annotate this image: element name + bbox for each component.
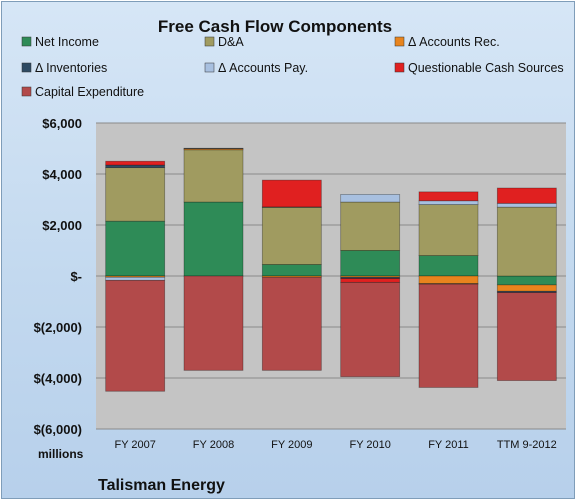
bar-d-a-fy-2011 bbox=[418, 204, 479, 257]
bar-capital-expenditure-ttm-9-2012 bbox=[496, 292, 557, 381]
bar-net-income-ttm-9-2012 bbox=[496, 275, 557, 286]
x-axis-ticks: FY 2007 FY 2008 FY 2009 FY 2010 FY 2011 TTM 9… bbox=[114, 439, 556, 451]
legend: Net Income D&A Δ Accounts Rec. Δ Inventorie… bbox=[21, 35, 564, 99]
bar-inventories-fy-2008 bbox=[183, 147, 244, 150]
y-tick-label: $(4,000) bbox=[34, 371, 82, 386]
bar-d-a-fy-2007 bbox=[105, 167, 166, 222]
bar-inventories-fy-2009 bbox=[261, 206, 322, 208]
bar-capital-expenditure-fy-2010 bbox=[340, 281, 401, 378]
legend-swatch-net-income bbox=[21, 36, 32, 47]
legend-swatch-d-a bbox=[204, 36, 215, 47]
bar-net-income-fy-2010 bbox=[340, 250, 401, 277]
chart-title: Free Cash Flow Components bbox=[158, 17, 392, 36]
x-tick-label: FY 2011 bbox=[428, 439, 469, 451]
y-tick-label: $2,000 bbox=[42, 218, 82, 233]
y-tick-label: $4,000 bbox=[42, 167, 82, 182]
bar-d-a-fy-2010 bbox=[340, 201, 401, 251]
y-tick-label: $- bbox=[70, 269, 82, 284]
legend-label-capital-expenditure: Capital Expenditure bbox=[35, 85, 144, 99]
bar-accounts-pay-ttm-9-2012 bbox=[496, 202, 557, 208]
y-axis-ticks: $6,000 $4,000 $2,000 $- $(2,000) $(4,000) $(6,… bbox=[34, 116, 82, 437]
bar-questionable-cash-sources-fy-2011 bbox=[418, 191, 479, 202]
bars bbox=[105, 147, 557, 392]
bar-accounts-pay-fy-2007 bbox=[105, 276, 166, 281]
bar-questionable-cash-sources-ttm-9-2012 bbox=[496, 187, 557, 204]
bar-net-income-fy-2011 bbox=[418, 255, 479, 277]
legend-label-accounts-rec: Δ Accounts Rec. bbox=[408, 35, 500, 49]
bar-net-income-fy-2008 bbox=[183, 201, 244, 277]
legend-label-inventories: Δ Inventories bbox=[35, 61, 107, 75]
bar-d-a-fy-2008 bbox=[183, 149, 244, 203]
bar-questionable-cash-sources-fy-2009 bbox=[261, 179, 322, 208]
legend-label-accounts-pay: Δ Accounts Pay. bbox=[218, 61, 308, 75]
legend-label-d-a: D&A bbox=[218, 35, 244, 49]
x-tick-label: FY 2010 bbox=[349, 439, 390, 451]
x-tick-label: FY 2007 bbox=[114, 439, 155, 451]
bar-accounts-rec-fy-2011 bbox=[418, 275, 479, 285]
legend-label-questionable-cash-sources: Questionable Cash Sources bbox=[408, 61, 564, 75]
y-tick-label: $6,000 bbox=[42, 116, 82, 131]
bar-inventories-ttm-9-2012 bbox=[496, 290, 557, 293]
y-unit-label: millions bbox=[38, 447, 84, 461]
legend-swatch-questionable-cash-sources bbox=[394, 62, 405, 73]
bar-capital-expenditure-fy-2009 bbox=[261, 276, 322, 371]
bar-capital-expenditure-fy-2008 bbox=[183, 275, 244, 371]
x-tick-label: TTM 9-2012 bbox=[497, 439, 557, 451]
bar-accounts-rec-ttm-9-2012 bbox=[496, 284, 557, 292]
legend-swatch-accounts-rec bbox=[394, 36, 405, 47]
y-tick-label: $(6,000) bbox=[34, 422, 82, 437]
x-tick-label: FY 2008 bbox=[193, 439, 234, 451]
company-name: Talisman Energy bbox=[98, 477, 225, 494]
legend-swatch-inventories bbox=[21, 62, 32, 73]
gridlines bbox=[96, 122, 566, 430]
bar-questionable-cash-sources-fy-2010 bbox=[340, 278, 401, 283]
legend-label-net-income: Net Income bbox=[35, 35, 99, 49]
bar-net-income-fy-2007 bbox=[105, 220, 166, 277]
bar-d-a-fy-2009 bbox=[261, 206, 322, 265]
bar-capital-expenditure-fy-2011 bbox=[418, 283, 479, 388]
bar-accounts-pay-fy-2010 bbox=[340, 193, 401, 203]
legend-swatch-capital-expenditure bbox=[21, 86, 32, 97]
bar-questionable-cash-sources-fy-2007 bbox=[105, 160, 166, 166]
y-tick-label: $(2,000) bbox=[34, 320, 82, 335]
x-tick-label: FY 2009 bbox=[271, 439, 312, 451]
bar-accounts-pay-fy-2011 bbox=[418, 200, 479, 205]
legend-swatch-accounts-pay bbox=[204, 62, 215, 73]
bar-net-income-fy-2009 bbox=[261, 264, 322, 277]
bar-capital-expenditure-fy-2007 bbox=[105, 279, 166, 392]
bar-d-a-ttm-9-2012 bbox=[496, 206, 557, 277]
